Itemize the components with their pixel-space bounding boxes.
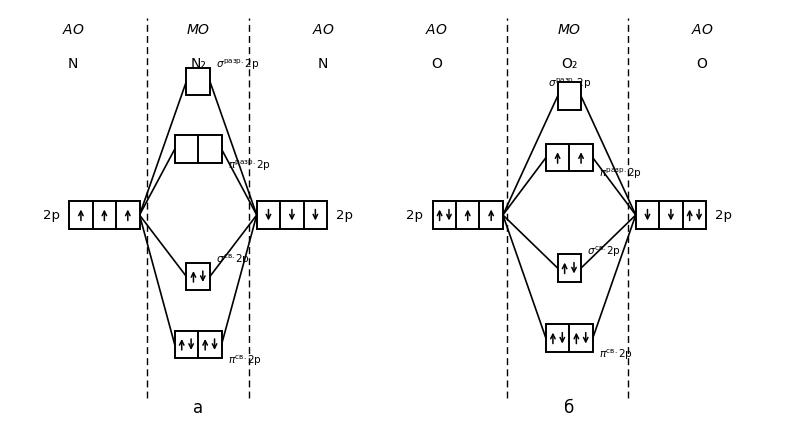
Text: $AO$: $AO$ <box>62 23 84 37</box>
Bar <box>636 201 706 229</box>
Bar <box>546 144 593 172</box>
Bar <box>175 331 222 358</box>
Text: O: O <box>431 57 442 71</box>
Text: $MO$: $MO$ <box>557 23 582 37</box>
Text: $\sigma^{\mathsf{св.}}$2p: $\sigma^{\mathsf{св.}}$2p <box>216 253 250 267</box>
Bar <box>558 254 581 282</box>
Text: a: a <box>193 399 203 417</box>
Bar <box>433 201 503 229</box>
Text: $\sigma^{\mathsf{разр.}}$2p: $\sigma^{\mathsf{разр.}}$2p <box>216 58 260 72</box>
Bar <box>558 83 581 110</box>
Text: $MO$: $MO$ <box>186 23 210 37</box>
Text: б: б <box>564 399 575 417</box>
Text: 2p: 2p <box>406 209 423 221</box>
Bar <box>69 201 139 229</box>
Text: $\pi^{\mathsf{разр.}}$2p: $\pi^{\mathsf{разр.}}$2p <box>599 167 642 181</box>
Text: N: N <box>68 57 78 71</box>
Text: $AO$: $AO$ <box>691 23 714 37</box>
Text: 2p: 2p <box>337 209 353 221</box>
Text: $\sigma^{\mathsf{разр.}}$2p: $\sigma^{\mathsf{разр.}}$2p <box>548 77 591 92</box>
Text: 2p: 2p <box>715 209 733 221</box>
Text: N₂: N₂ <box>190 57 206 71</box>
Bar <box>257 201 327 229</box>
Text: O₂: O₂ <box>561 57 578 71</box>
Text: N: N <box>318 57 328 71</box>
Text: $AO$: $AO$ <box>425 23 448 37</box>
Bar <box>187 263 210 290</box>
Text: $\pi^{\mathsf{разр.}}$2p: $\pi^{\mathsf{разр.}}$2p <box>227 159 271 173</box>
Text: $\pi^{\mathsf{св.}}$2p: $\pi^{\mathsf{св.}}$2p <box>227 354 261 368</box>
Text: $AO$: $AO$ <box>312 23 334 37</box>
Text: $\sigma^{\mathsf{св.}}$2p: $\sigma^{\mathsf{св.}}$2p <box>587 244 622 259</box>
Text: 2p: 2p <box>42 209 60 221</box>
Text: $\pi^{\mathsf{св.}}$2p: $\pi^{\mathsf{св.}}$2p <box>599 347 633 362</box>
Bar <box>187 68 210 95</box>
Bar <box>546 324 593 352</box>
Text: O: O <box>696 57 708 71</box>
Bar <box>175 135 222 163</box>
